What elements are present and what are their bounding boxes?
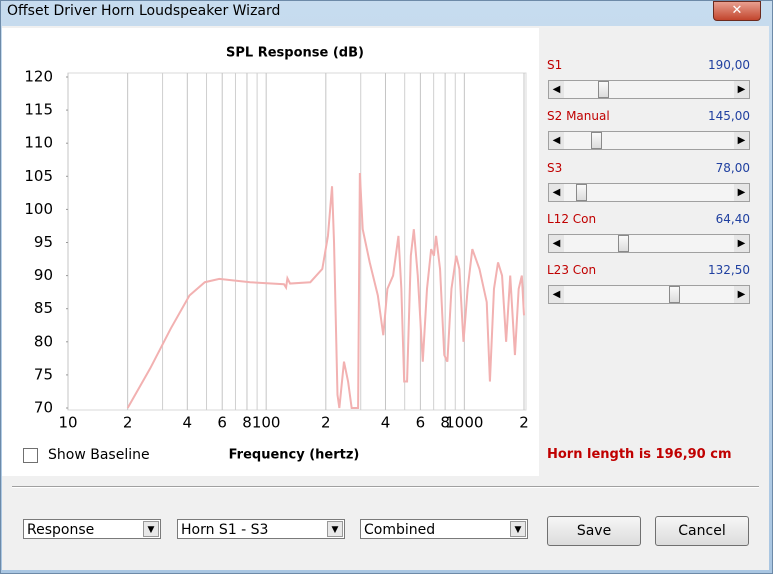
separator: [12, 486, 759, 488]
x-tick-label: 4: [381, 414, 391, 432]
dropdown-text[interactable]: Response: [27, 522, 95, 538]
y-tick-label: 70: [34, 399, 53, 417]
x-axis-label: Frequency (hertz): [229, 448, 360, 463]
slider-label: L23 Con: [547, 263, 597, 278]
slider-thumb[interactable]: [669, 286, 680, 304]
y-tick-label: 105: [24, 167, 53, 185]
y-tick-label: 90: [34, 266, 53, 284]
slider-thumb[interactable]: [598, 81, 609, 98]
button[interactable]: Cancel: [655, 516, 749, 546]
dropdown-text[interactable]: Combined: [364, 522, 436, 538]
y-tick-label: 120: [24, 68, 53, 86]
window-title: Offset Driver Horn Loudspeaker Wizard: [7, 3, 281, 19]
close-button[interactable]: ✕: [713, 1, 761, 21]
y-tick-label: 110: [24, 134, 53, 152]
horn-length: Horn length is 196,90 cm: [547, 447, 732, 462]
slider[interactable]: ◀ ▶: [548, 285, 750, 305]
dropdown[interactable]: Horn S1 - S3 ▼: [177, 519, 345, 539]
response-line: [126, 172, 525, 409]
slider-value: 64,40: [715, 211, 750, 226]
x-tick-label: 2: [321, 414, 331, 432]
slider-value: 78,00: [715, 160, 750, 175]
x-tick-label: 4: [183, 414, 193, 432]
chart-title: SPL Response (dB): [226, 46, 364, 61]
checkbox[interactable]: [23, 448, 38, 463]
x-tick-label: 8: [440, 414, 450, 432]
checkbox-label[interactable]: Show Baseline: [48, 447, 150, 463]
slider-value: 132,50: [708, 263, 750, 278]
slider-left-arrow[interactable]: ◀: [549, 81, 564, 98]
slider-thumb[interactable]: [576, 183, 587, 201]
y-tick-label: 75: [34, 365, 53, 383]
dropdown-arrow[interactable]: ▼: [327, 521, 343, 537]
slider[interactable]: ◀ ▶: [548, 80, 750, 99]
x-tick-label: 2: [519, 414, 529, 432]
slider[interactable]: ◀ ▶: [548, 131, 750, 151]
slider-left-arrow[interactable]: ◀: [549, 234, 564, 252]
x-tick-label: 8: [242, 414, 252, 432]
slider-thumb[interactable]: [591, 132, 602, 150]
slider-thumb[interactable]: [618, 234, 629, 252]
slider-right-arrow[interactable]: ▶: [734, 183, 749, 201]
y-tick-label: 80: [34, 332, 53, 350]
y-tick-label: 95: [34, 233, 53, 251]
x-tick-label: 10: [58, 414, 77, 432]
slider-label: S2 Manual: [547, 109, 610, 124]
dropdown[interactable]: Combined ▼: [360, 519, 528, 539]
x-tick-label: 2: [123, 414, 133, 432]
slider[interactable]: ◀ ▶: [548, 182, 750, 202]
plot-area: [67, 72, 527, 411]
slider-right-arrow[interactable]: ▶: [734, 286, 749, 304]
y-tick-label: 100: [24, 200, 53, 218]
dropdown-arrow[interactable]: ▼: [143, 521, 159, 537]
slider-left-arrow[interactable]: ◀: [549, 132, 564, 150]
dropdown-text[interactable]: Horn S1 - S3: [181, 522, 269, 538]
slider-label: L12 Con: [547, 211, 597, 226]
button[interactable]: Save: [547, 516, 641, 546]
x-tick-label: 6: [416, 414, 426, 432]
slider-value: 145,00: [708, 109, 750, 124]
y-tick-label: 85: [34, 299, 53, 317]
dropdown-arrow[interactable]: ▼: [510, 521, 526, 537]
slider-right-arrow[interactable]: ▶: [734, 132, 749, 150]
x-tick-label: 6: [217, 414, 227, 432]
slider-left-arrow[interactable]: ◀: [549, 286, 564, 304]
slider-left-arrow[interactable]: ◀: [549, 183, 564, 201]
x-tick-label: 100: [252, 414, 281, 432]
slider-value: 190,00: [708, 58, 750, 72]
slider-right-arrow[interactable]: ▶: [734, 81, 749, 98]
slider-right-arrow[interactable]: ▶: [734, 234, 749, 252]
slider-label: S1: [547, 58, 563, 72]
slider[interactable]: ◀ ▶: [548, 233, 750, 253]
slider-label: S3: [547, 160, 563, 175]
dropdown[interactable]: Response ▼: [23, 519, 161, 539]
x-tick-label: 1000: [445, 414, 483, 432]
y-tick-label: 115: [24, 101, 53, 119]
